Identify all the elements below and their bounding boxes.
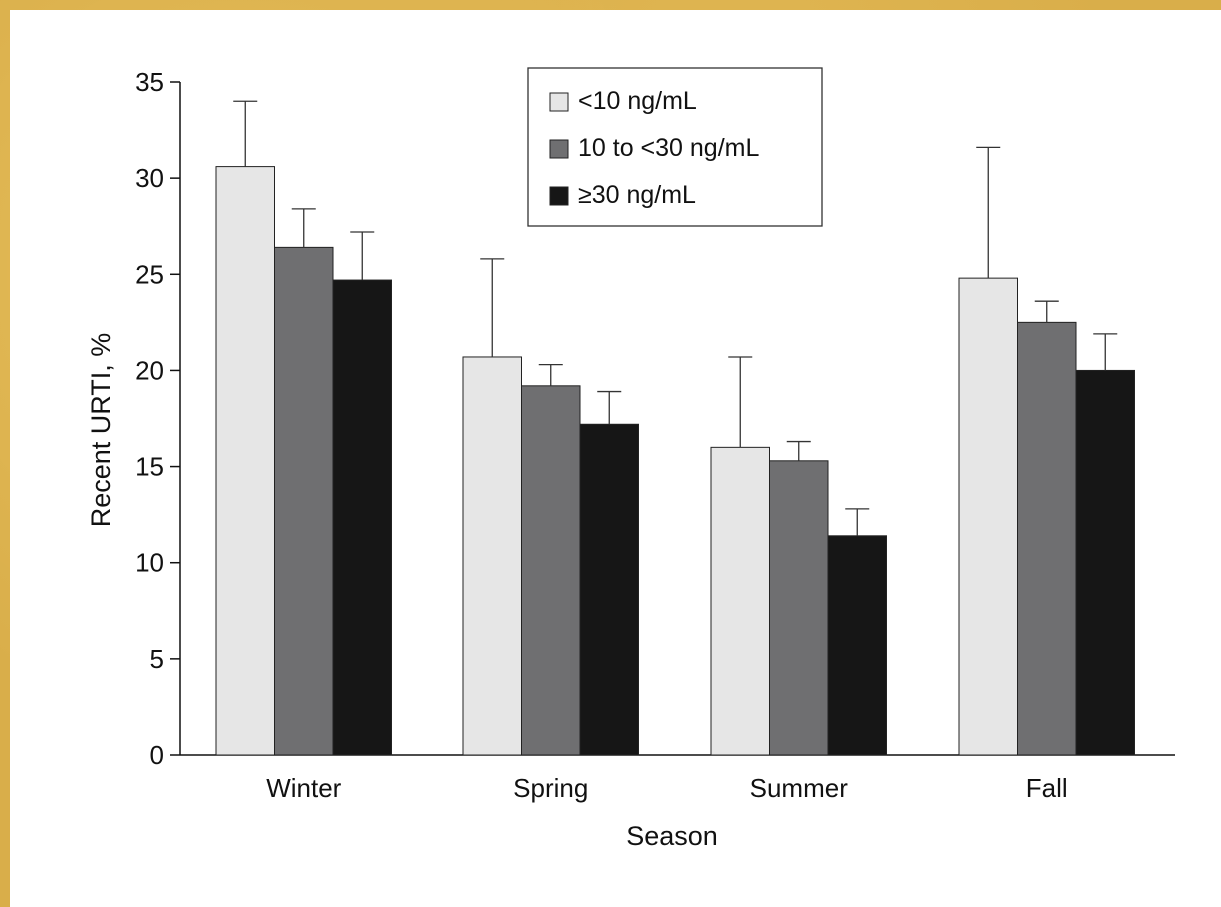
x-tick-label: Winter bbox=[266, 773, 341, 803]
x-tick-label: Spring bbox=[513, 773, 588, 803]
y-tick-label: 15 bbox=[135, 452, 164, 482]
bar bbox=[332, 279, 392, 756]
y-axis-label: Recent URTI, % bbox=[86, 333, 116, 528]
legend: <10 ng/mL 10 to <30 ng/mL ≥30 ng/mL bbox=[527, 67, 823, 227]
chart-panel: 0 5 10 15 20 25 30 35 Winter Spring Summer Fall Rec… bbox=[10, 10, 1221, 907]
y-tick-label: 10 bbox=[135, 548, 164, 578]
legend-label: <10 ng/mL bbox=[578, 87, 697, 115]
legend-swatch bbox=[549, 186, 569, 206]
y-tick-label: 35 bbox=[135, 67, 164, 97]
bar bbox=[1017, 321, 1077, 756]
y-tick-label: 0 bbox=[150, 740, 164, 770]
bar bbox=[958, 277, 1018, 756]
bar bbox=[215, 166, 275, 756]
axes: 0 5 10 15 20 25 30 35 Winter Spring Summer Fall bbox=[135, 67, 1175, 803]
y-tick-label: 25 bbox=[135, 259, 164, 289]
bar bbox=[827, 535, 887, 756]
bar bbox=[462, 356, 522, 756]
bar bbox=[579, 423, 639, 756]
legend-label: ≥30 ng/mL bbox=[578, 181, 696, 209]
y-tick-label: 20 bbox=[135, 355, 164, 385]
error-bars bbox=[233, 100, 1118, 536]
x-axis-label: Season bbox=[626, 821, 718, 851]
bar bbox=[710, 446, 770, 756]
bars bbox=[215, 166, 1135, 756]
bar bbox=[769, 460, 829, 756]
legend-box bbox=[527, 67, 823, 227]
bar-chart: 0 5 10 15 20 25 30 35 Winter Spring Summer Fall Rec… bbox=[86, 67, 1175, 851]
bar bbox=[274, 246, 334, 756]
legend-label: 10 to <30 ng/mL bbox=[578, 134, 759, 162]
legend-swatch bbox=[549, 92, 569, 112]
x-tick-label: Summer bbox=[750, 773, 849, 803]
x-tick-label: Fall bbox=[1026, 773, 1068, 803]
bar bbox=[1075, 369, 1135, 756]
bar bbox=[521, 385, 581, 756]
y-tick-label: 5 bbox=[150, 644, 164, 674]
legend-swatch bbox=[549, 139, 569, 159]
y-tick-label: 30 bbox=[135, 163, 164, 193]
